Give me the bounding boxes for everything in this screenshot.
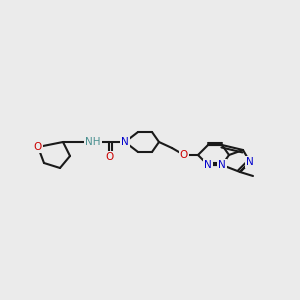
Text: N: N xyxy=(204,160,212,170)
Text: O: O xyxy=(180,150,188,160)
Text: O: O xyxy=(105,152,113,162)
Text: N: N xyxy=(121,137,129,147)
Text: NH: NH xyxy=(85,137,101,147)
Text: O: O xyxy=(34,142,42,152)
Text: N: N xyxy=(246,157,254,167)
Text: N: N xyxy=(218,160,226,170)
